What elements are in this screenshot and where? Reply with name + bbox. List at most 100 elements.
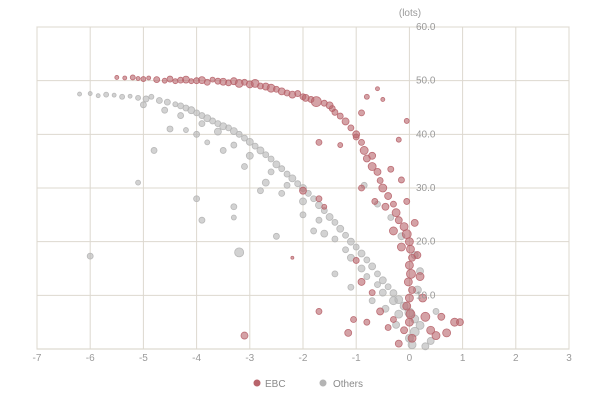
point-ebc <box>387 165 395 173</box>
point-others <box>357 249 366 258</box>
point-others <box>256 146 265 155</box>
point-ebc <box>352 133 360 141</box>
point-others <box>127 93 133 99</box>
grid <box>36 26 570 350</box>
point-others <box>384 283 392 291</box>
point-others <box>357 264 366 273</box>
axis-labels: (lots) -7 -6 -5 -4 -3 -2 -1 0 1 2 3 10.0 20.0 30.0 40.… <box>33 8 573 364</box>
point-others <box>161 106 169 114</box>
point-others <box>336 224 345 233</box>
point-others <box>204 139 211 146</box>
point-ebc <box>240 331 249 340</box>
point-ebc <box>420 311 431 322</box>
point-others <box>241 134 248 142</box>
point-ebc <box>415 272 425 281</box>
point-others <box>261 178 270 187</box>
point-ebc <box>331 108 339 116</box>
legend-swatch-ebc <box>253 379 261 387</box>
point-others <box>294 180 302 188</box>
x-tick-label: -6 <box>86 353 95 364</box>
point-others <box>95 93 101 99</box>
point-ebc <box>405 309 416 320</box>
point-others <box>193 130 201 138</box>
point-ebc <box>376 177 384 184</box>
point-others <box>163 98 171 106</box>
point-ebc <box>381 202 390 211</box>
point-others <box>139 101 147 109</box>
point-others <box>389 289 398 298</box>
point-ebc <box>418 293 428 303</box>
point-others <box>378 288 387 297</box>
point-ebc <box>182 75 190 84</box>
legend: EBC Others <box>253 379 364 390</box>
point-others <box>193 195 201 203</box>
point-ebc <box>407 333 417 343</box>
point-ebc <box>188 78 195 85</box>
x-tick-label: 3 <box>566 353 572 364</box>
x-tick-label: 1 <box>460 353 466 364</box>
x-tick-label: 0 <box>407 353 413 364</box>
point-others <box>363 273 371 280</box>
x-tick-label: -7 <box>33 353 42 364</box>
point-others <box>148 93 155 100</box>
point-ebc <box>371 198 379 205</box>
point-others <box>278 189 286 197</box>
point-ebc <box>406 268 416 279</box>
point-ebc <box>403 198 411 205</box>
x-tick-label: -1 <box>352 353 361 364</box>
point-ebc <box>344 328 353 337</box>
point-others <box>267 168 275 176</box>
point-others <box>331 270 339 278</box>
legend-label-ebc: EBC <box>265 379 286 390</box>
point-ebc <box>398 176 405 184</box>
point-ebc <box>146 75 152 81</box>
point-ebc <box>321 203 328 210</box>
x-tick-label: -5 <box>139 353 148 364</box>
point-ebc <box>402 301 412 311</box>
x-tick-label: -4 <box>192 353 201 364</box>
point-others <box>135 179 141 186</box>
point-ebc <box>161 77 168 84</box>
point-others <box>342 231 349 239</box>
point-ebc <box>404 237 414 247</box>
point-others <box>177 112 185 119</box>
legend-item-others[interactable]: Others <box>319 379 364 390</box>
point-ebc <box>172 78 179 85</box>
point-others <box>278 165 286 173</box>
point-ebc <box>140 76 147 82</box>
point-ebc <box>129 74 136 81</box>
legend-item-ebc[interactable]: EBC <box>253 379 286 390</box>
point-ebc <box>294 90 302 97</box>
point-ebc <box>403 277 413 287</box>
point-ebc <box>347 124 355 132</box>
point-ebc <box>203 78 211 86</box>
point-ebc <box>359 146 369 155</box>
point-others <box>135 94 141 101</box>
point-others <box>262 151 270 159</box>
point-ebc <box>135 76 141 81</box>
point-ebc <box>391 208 401 218</box>
point-ebc <box>404 293 414 303</box>
point-ebc <box>380 97 386 102</box>
point-ebc <box>358 184 365 192</box>
point-others <box>389 296 398 306</box>
point-others <box>288 174 297 183</box>
point-others <box>155 97 163 104</box>
point-others <box>342 246 349 254</box>
point-ebc <box>456 318 464 327</box>
point-others <box>374 270 381 278</box>
point-ebc <box>290 255 295 260</box>
point-others <box>87 91 93 96</box>
y-tick-label: 50.0 <box>416 76 436 87</box>
x-tick-label: -3 <box>245 353 254 364</box>
point-others <box>235 130 243 138</box>
y-axis-unit-label: (lots) <box>399 8 421 19</box>
point-ebc <box>350 316 357 323</box>
point-ebc <box>394 339 403 348</box>
point-others <box>283 170 291 178</box>
point-others <box>426 337 435 345</box>
point-ebc <box>315 138 323 146</box>
y-tick-label: 30.0 <box>416 183 436 194</box>
y-tick-label: 10.0 <box>416 290 436 301</box>
